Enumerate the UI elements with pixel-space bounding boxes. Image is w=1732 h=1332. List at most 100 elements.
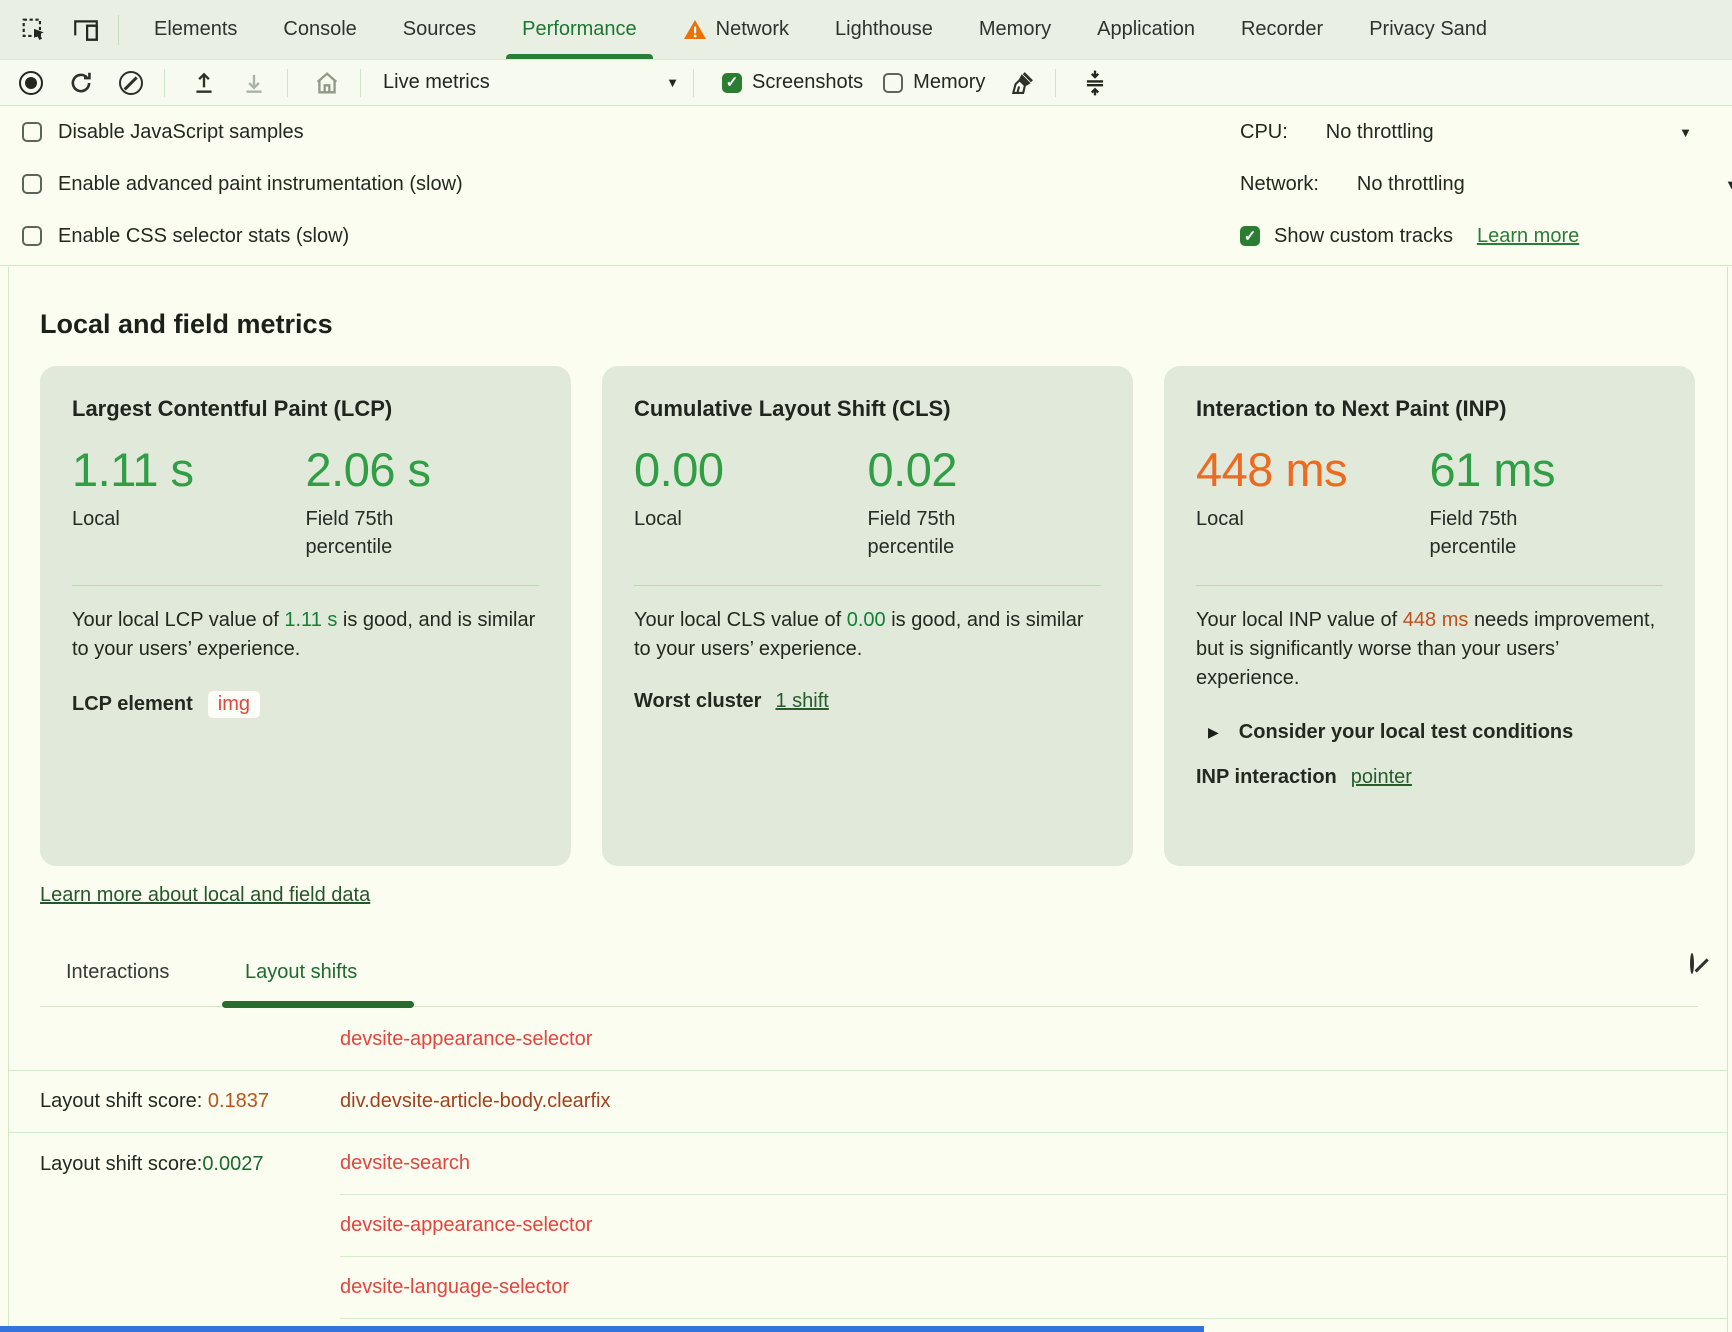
layout-shift-log: devsite-appearance-selector Layout shift… [9,1009,1727,1332]
tab-layout-shifts[interactable]: Layout shifts [245,961,357,984]
shift-element[interactable]: devsite-appearance-selector [340,1195,1727,1257]
layout-shift-row[interactable]: devsite-language-selector [9,1257,1727,1319]
disable-js-samples-label: Disable JavaScript samples [58,121,304,144]
tab-network[interactable]: Network [683,0,789,60]
inspect-element-icon[interactable] [16,12,52,48]
cpu-value: No throttling [1326,121,1434,144]
shift-element[interactable]: div.devsite-article-body.clearfix [340,1090,1727,1113]
cpu-throttling-select[interactable]: CPU: No throttling ▼ [1240,106,1732,158]
active-tab-indicator [506,54,653,60]
chevron-down-icon: ▼ [666,75,679,90]
disable-js-samples-toggle[interactable]: Disable JavaScript samples [22,106,463,158]
show-custom-tracks-toggle[interactable]: ✓ Show custom tracks Learn more [1240,210,1732,262]
panel-mode-select[interactable]: Live metrics ▼ [383,71,679,94]
record-icon [19,71,43,95]
custom-tracks-learn-more-link[interactable]: Learn more [1477,225,1579,248]
shift-score-label: Layout shift score: [40,1090,208,1112]
reload-icon [68,70,94,96]
device-toolbar-icon[interactable] [68,12,104,48]
custom-tracks-checkbox[interactable]: ✓ [1240,226,1260,246]
tab-privacy-sandbox[interactable]: Privacy Sand [1369,0,1487,60]
lcp-local-value: 1.11 s [72,442,306,497]
toolbar-divider [164,69,165,97]
lcp-element-chip[interactable]: img [207,690,261,719]
memory-toggle[interactable]: Memory [883,71,985,94]
capture-settings: Disable JavaScript samples Enable advanc… [0,106,1732,266]
lcp-field-label: Field 75th percentile [306,505,456,561]
home-button[interactable] [308,64,346,102]
record-button[interactable] [12,64,50,102]
tab-elements[interactable]: Elements [154,0,237,60]
css-selector-stats-label: Enable CSS selector stats (slow) [58,225,349,248]
tab-interactions[interactable]: Interactions [66,961,169,984]
cls-local-value: 0.00 [634,442,868,497]
card-divider [72,585,539,586]
inp-local-conditions-disclosure[interactable]: ▶ Consider your local test conditions [1196,721,1663,744]
log-tab-strip: Interactions Layout shifts [9,961,1727,1009]
disable-js-samples-checkbox[interactable] [22,122,42,142]
cls-description: Your local CLS value of 0.00 is good, an… [634,606,1101,664]
clear-button[interactable] [112,64,150,102]
tabbar-divider [118,15,119,45]
cls-card-title: Cumulative Layout Shift (CLS) [634,396,1101,422]
performance-toolbar: Live metrics ▼ ✓ Screenshots Memory [0,60,1732,106]
lcp-field-value: 2.06 s [306,442,540,497]
cls-card: Cumulative Layout Shift (CLS) 0.00 Local… [602,366,1133,866]
cls-inline-value: 0.00 [847,609,886,631]
network-throttling-select[interactable]: Network: No throttling ▼ [1240,158,1732,210]
metrics-heading: Local and field metrics [40,309,1727,340]
shift-element[interactable]: devsite-appearance-selector [340,1028,1727,1051]
memory-checkbox[interactable] [883,73,903,93]
layout-shift-row[interactable]: devsite-appearance-selector [9,1195,1727,1257]
cls-worst-cluster-link[interactable]: 1 shift [775,690,828,713]
shift-element[interactable]: devsite-language-selector [340,1257,1727,1319]
screenshots-checkbox[interactable]: ✓ [722,73,742,93]
css-selector-stats-checkbox[interactable] [22,226,42,246]
css-selector-stats-toggle[interactable]: Enable CSS selector stats (slow) [22,210,463,262]
inp-local-conditions-label: Consider your local test conditions [1239,721,1574,744]
screenshots-toggle[interactable]: ✓ Screenshots [722,71,863,94]
lcp-inline-value: 1.11 s [284,609,337,631]
advanced-paint-checkbox[interactable] [22,174,42,194]
shift-element[interactable]: devsite-search [340,1133,1727,1195]
panel-mode-label: Live metrics [383,71,490,94]
advanced-paint-toggle[interactable]: Enable advanced paint instrumentation (s… [22,158,463,210]
tab-performance[interactable]: Performance [522,0,637,60]
advanced-paint-label: Enable advanced paint instrumentation (s… [58,173,463,196]
tab-application[interactable]: Application [1097,0,1195,60]
warning-icon [683,19,707,41]
load-profile-button[interactable] [185,64,223,102]
cpu-label: CPU: [1240,121,1288,144]
inp-field-value: 61 ms [1430,442,1664,497]
inp-card: Interaction to Next Paint (INP) 448 ms L… [1164,366,1695,866]
broom-icon [1008,69,1036,97]
layout-shift-row[interactable]: Layout shift score: 0.0027 devsite-searc… [9,1133,1727,1195]
collapse-panel-button[interactable] [1076,64,1114,102]
network-value: No throttling [1357,173,1465,196]
inp-interaction-label: INP interaction [1196,766,1337,789]
lcp-card-title: Largest Contentful Paint (LCP) [72,396,539,422]
clear-log-button[interactable] [1690,955,1694,973]
lcp-element-label: LCP element [72,693,193,716]
record-and-reload-button[interactable] [62,64,100,102]
layout-shift-row[interactable]: devsite-appearance-selector [9,1009,1727,1071]
toolbar-divider [360,69,361,97]
disclosure-triangle-icon: ▶ [1208,724,1219,741]
tab-memory[interactable]: Memory [979,0,1051,60]
layout-shift-row[interactable]: Layout shift score: 0.1837 div.devsite-a… [9,1071,1727,1133]
local-field-learn-more-link[interactable]: Learn more about local and field data [40,884,370,907]
save-profile-button[interactable] [235,64,273,102]
cls-local-label: Local [634,505,784,533]
network-label: Network: [1240,173,1319,196]
tab-lighthouse[interactable]: Lighthouse [835,0,933,60]
devtools-tabbar: Elements Console Sources Performance Net… [0,0,1732,60]
gc-button[interactable] [1003,64,1041,102]
metric-cards: Largest Contentful Paint (LCP) 1.11 s Lo… [40,366,1727,866]
inp-interaction-link[interactable]: pointer [1351,766,1412,789]
tab-recorder[interactable]: Recorder [1241,0,1323,60]
live-metrics-view: Local and field metrics Largest Contentf… [0,267,1732,1332]
bottom-scrollbar[interactable] [0,1326,1204,1332]
home-icon [313,69,341,97]
tab-sources[interactable]: Sources [403,0,476,60]
tab-console[interactable]: Console [283,0,356,60]
